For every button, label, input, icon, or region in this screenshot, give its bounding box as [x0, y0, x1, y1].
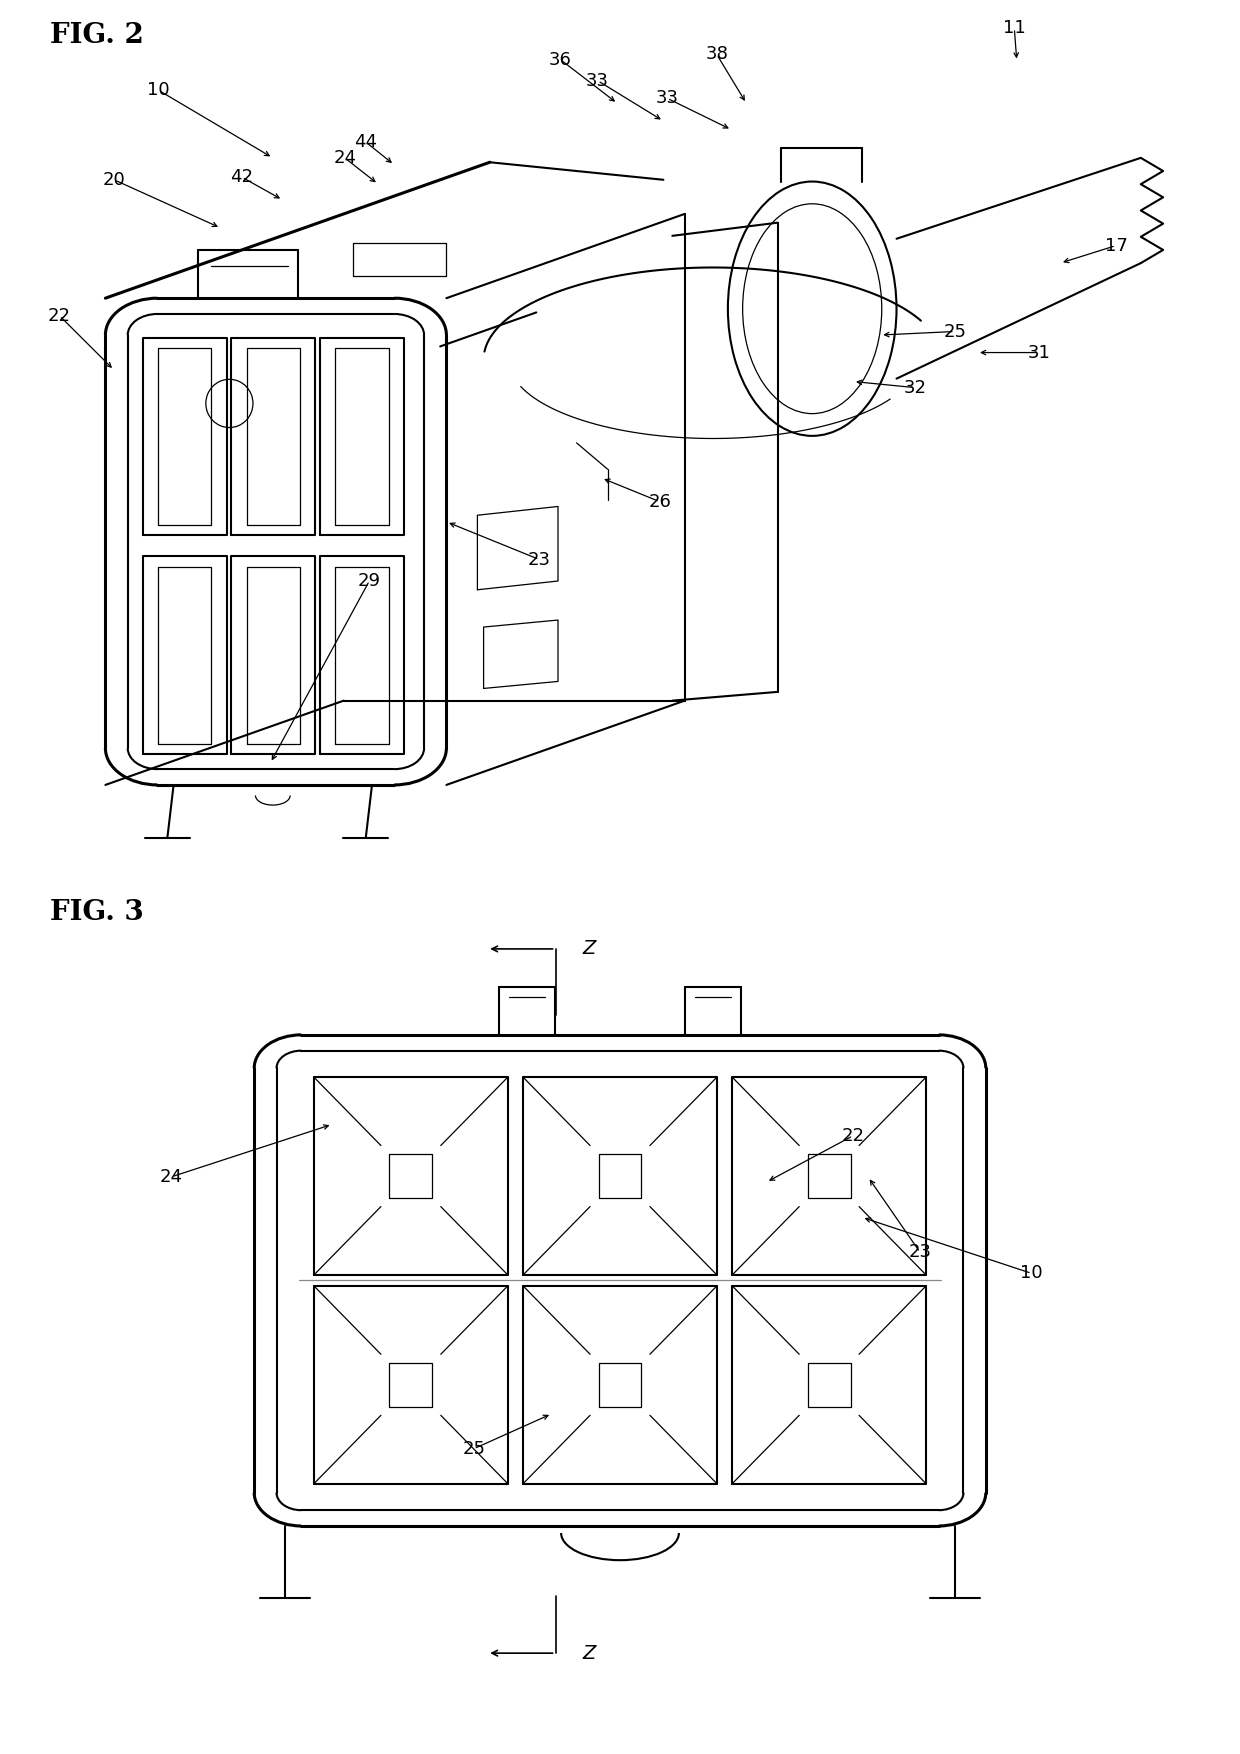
Text: 38: 38 [706, 46, 728, 63]
Text: 33: 33 [656, 89, 678, 107]
Text: 24: 24 [160, 1168, 182, 1186]
Text: 26: 26 [649, 493, 671, 510]
Text: 24: 24 [334, 149, 356, 167]
Text: FIG. 2: FIG. 2 [50, 23, 144, 49]
Text: 23: 23 [528, 551, 551, 568]
Text: 31: 31 [1028, 344, 1050, 361]
Text: 29: 29 [358, 572, 381, 589]
Text: 33: 33 [587, 72, 609, 89]
Text: 32: 32 [904, 379, 926, 396]
Text: Z: Z [583, 940, 596, 958]
Text: 10: 10 [148, 81, 170, 100]
Text: 17: 17 [1105, 237, 1127, 254]
Text: 25: 25 [463, 1440, 485, 1458]
Text: 25: 25 [944, 323, 966, 340]
Text: 42: 42 [231, 168, 253, 186]
Text: 11: 11 [1003, 19, 1025, 37]
Text: 23: 23 [909, 1244, 931, 1261]
Text: 36: 36 [549, 51, 572, 68]
Text: 20: 20 [103, 170, 125, 189]
Text: Z: Z [583, 1643, 596, 1663]
Text: 22: 22 [842, 1126, 864, 1145]
Text: 10: 10 [1021, 1265, 1043, 1282]
Text: 44: 44 [355, 133, 377, 151]
Text: FIG. 3: FIG. 3 [50, 898, 144, 926]
Text: 22: 22 [48, 307, 71, 324]
